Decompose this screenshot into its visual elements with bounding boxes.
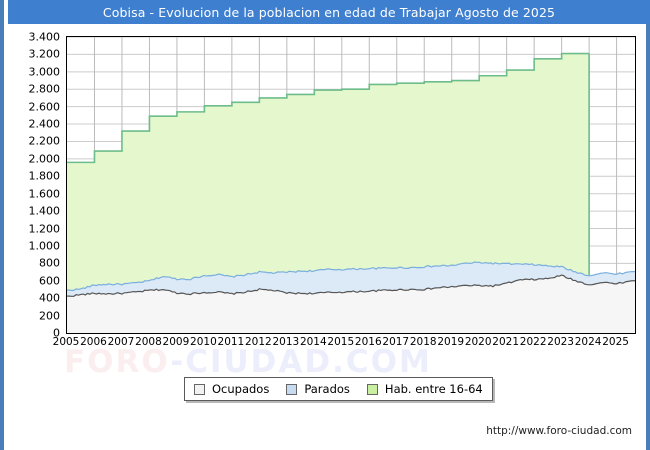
legend-item-label: Hab. entre 16-64: [384, 382, 483, 396]
x-axis-tick-label: 2023: [547, 336, 574, 348]
y-axis-tick-label: 800: [39, 256, 60, 270]
x-axis-tick-label: 2022: [519, 336, 547, 348]
chart-legend: Ocupados Parados Hab. entre 16-64: [184, 377, 493, 401]
x-axis-tick-label: 2015: [327, 336, 355, 348]
y-axis-tick-label: 400: [39, 291, 60, 305]
x-axis-tick-label: 2013: [272, 336, 300, 348]
x-axis-tick-label: 2009: [162, 336, 190, 348]
data-series: [67, 54, 635, 333]
x-axis-tick-label: 2017: [382, 336, 410, 348]
legend-item[interactable]: Hab. entre 16-64: [366, 382, 483, 396]
chart-canvas: [67, 37, 635, 333]
y-axis-tick-label: 2.600: [28, 100, 61, 114]
legend-swatch-icon: [194, 383, 205, 395]
x-axis-tick-label: 2014: [299, 336, 327, 348]
legend-item[interactable]: Ocupados: [194, 382, 269, 396]
plot-wrapper: [66, 36, 636, 334]
legend-swatch-icon: [366, 383, 378, 395]
x-axis-labels: 2005 2006 2007 2008 2009 2010 2011 2012 2013 2014…: [53, 336, 636, 354]
x-axis-tick-label: 2021: [492, 336, 520, 348]
y-axis-labels: 0 200 400 600 800 1.000 1.200 1.400 1.600 1.800 2.…: [4, 31, 64, 340]
y-axis-tick-label: 600: [39, 274, 60, 288]
y-axis-tick-label: 0: [53, 326, 60, 340]
y-axis-tick-label: 2.200: [28, 134, 61, 148]
y-axis-tick-label: 1.800: [28, 169, 61, 183]
y-axis-tick-label: 200: [39, 309, 60, 323]
x-axis-tick-label: 2020: [464, 336, 492, 348]
source-url: http://www.foro-ciudad.com: [486, 425, 632, 437]
y-axis-tick-label: 3.000: [28, 65, 61, 79]
x-axis-tick-label: 2012: [244, 336, 272, 348]
x-axis-tick-label: 2025: [602, 336, 629, 348]
y-axis-tick-label: 1.400: [28, 204, 61, 218]
x-axis-tick-label: 2007: [107, 336, 135, 348]
x-axis-tick-label: 2018: [409, 336, 437, 348]
plot-area: [66, 36, 636, 334]
y-axis-tick-label: 1.000: [28, 239, 61, 253]
y-axis-tick-label: 3.400: [28, 30, 61, 44]
x-axis-tick-label: 2024: [574, 336, 602, 348]
y-axis-tick-label: 1.600: [28, 187, 61, 201]
legend-item-label: Parados: [304, 382, 350, 396]
x-axis-tick-label: 2005: [52, 336, 80, 348]
x-axis-tick-label: 2010: [190, 336, 217, 348]
page-title: Cobisa - Evolucion de la poblacion en ed…: [8, 0, 650, 24]
x-axis-tick-label: 2019: [437, 336, 465, 348]
x-axis-tick-label: 2006: [80, 336, 107, 348]
legend-swatch-icon: [286, 383, 298, 395]
y-axis-tick-label: 1.200: [28, 222, 61, 236]
x-axis-tick-label: 2008: [135, 336, 162, 348]
x-axis-tick-label: 2016: [354, 336, 382, 348]
legend-item[interactable]: Parados: [286, 382, 350, 396]
y-axis-tick-label: 2.800: [28, 82, 61, 96]
y-axis-tick-label: 2.400: [28, 117, 61, 131]
x-axis-tick-label: 2011: [217, 336, 245, 348]
legend-item-label: Ocupados: [212, 382, 270, 396]
y-axis-tick-label: 2.000: [28, 152, 61, 166]
y-axis-tick-label: 3.200: [28, 47, 61, 61]
